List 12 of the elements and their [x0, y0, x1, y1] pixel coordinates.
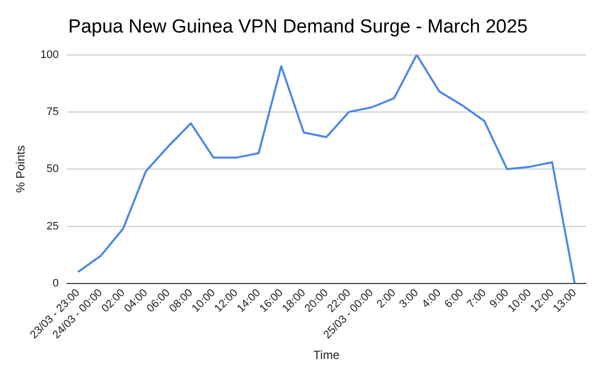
x-axis-title: Time	[313, 348, 340, 362]
y-axis-title: % Points	[14, 145, 28, 193]
y-tick-label: 100	[40, 48, 59, 61]
x-tick-label: 3:00	[397, 286, 421, 311]
x-tick-label: 6:00	[442, 286, 466, 311]
y-tick-label: 25	[46, 220, 59, 232]
x-tick-label: 4:00	[420, 286, 444, 311]
y-tick-label: 75	[46, 106, 59, 118]
y-tick-label: 50	[46, 163, 59, 176]
y-tick-label: 0	[52, 277, 59, 290]
chart-title: Papua New Guinea VPN Demand Surge - March 2025	[68, 16, 528, 38]
x-tick-label: 7:00	[465, 286, 489, 311]
